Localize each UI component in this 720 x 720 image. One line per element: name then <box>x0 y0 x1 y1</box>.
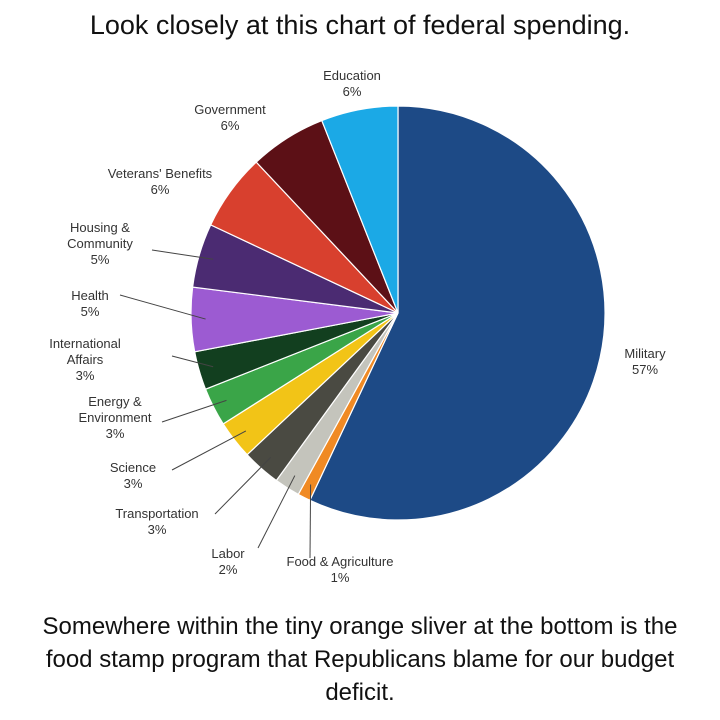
caption: Somewhere within the tiny orange sliver … <box>42 613 678 706</box>
slice-label: Government 6% <box>175 102 285 134</box>
slice-label: Labor 2% <box>173 546 283 578</box>
value-label: 3% <box>123 476 143 491</box>
category-label: Housing & Community <box>67 220 133 251</box>
pie-slice <box>321 105 399 314</box>
category-label: Military <box>624 346 666 361</box>
category-label: Energy & Environment <box>78 394 152 425</box>
slice-label: Veterans' Benefits 6% <box>105 166 215 198</box>
category-label: International Affairs <box>49 336 121 367</box>
slice-label: Science 3% <box>78 460 188 492</box>
value-label: 57% <box>631 362 659 377</box>
leader-line <box>119 294 206 320</box>
category-label: Transportation <box>115 506 199 521</box>
value-label: 5% <box>90 252 110 267</box>
value-label: 6% <box>150 182 170 197</box>
slice-label: International Affairs 3% <box>30 336 140 384</box>
value-label: 5% <box>80 304 100 319</box>
category-label: Food & Agriculture <box>286 554 394 569</box>
chart-title: Look closely at this chart of federal sp… <box>89 10 631 40</box>
category-label: Education <box>323 68 381 83</box>
value-label: 6% <box>342 84 362 99</box>
value-label: 3% <box>75 368 95 383</box>
leader-line <box>171 430 247 471</box>
value-label: 1% <box>330 570 350 585</box>
slice-label: Energy & Environment 3% <box>60 394 170 442</box>
leader-line <box>161 399 227 423</box>
category-label: Science <box>109 460 157 475</box>
pie-slice <box>309 105 606 521</box>
category-label: Labor <box>211 546 245 561</box>
leader-line <box>257 475 296 549</box>
category-label: Government <box>194 102 266 117</box>
value-label: 6% <box>220 118 240 133</box>
value-label: 3% <box>147 522 167 537</box>
leader-line <box>309 484 312 559</box>
slice-label: Education 6% <box>297 68 407 100</box>
slice-label: Housing & Community 5% <box>45 220 155 268</box>
slice-label: Transportation 3% <box>102 506 212 538</box>
value-label: 2% <box>218 562 238 577</box>
leader-line <box>151 249 214 260</box>
slice-label: Food & Agriculture 1% <box>285 554 395 586</box>
leader-line <box>171 355 214 368</box>
leader-line <box>214 457 272 515</box>
value-label: 3% <box>105 426 125 441</box>
category-label: Health <box>71 288 109 303</box>
slice-label: Health 5% <box>35 288 145 320</box>
slice-label: Military 57% <box>590 346 700 378</box>
category-label: Veterans' Benefits <box>107 166 213 181</box>
